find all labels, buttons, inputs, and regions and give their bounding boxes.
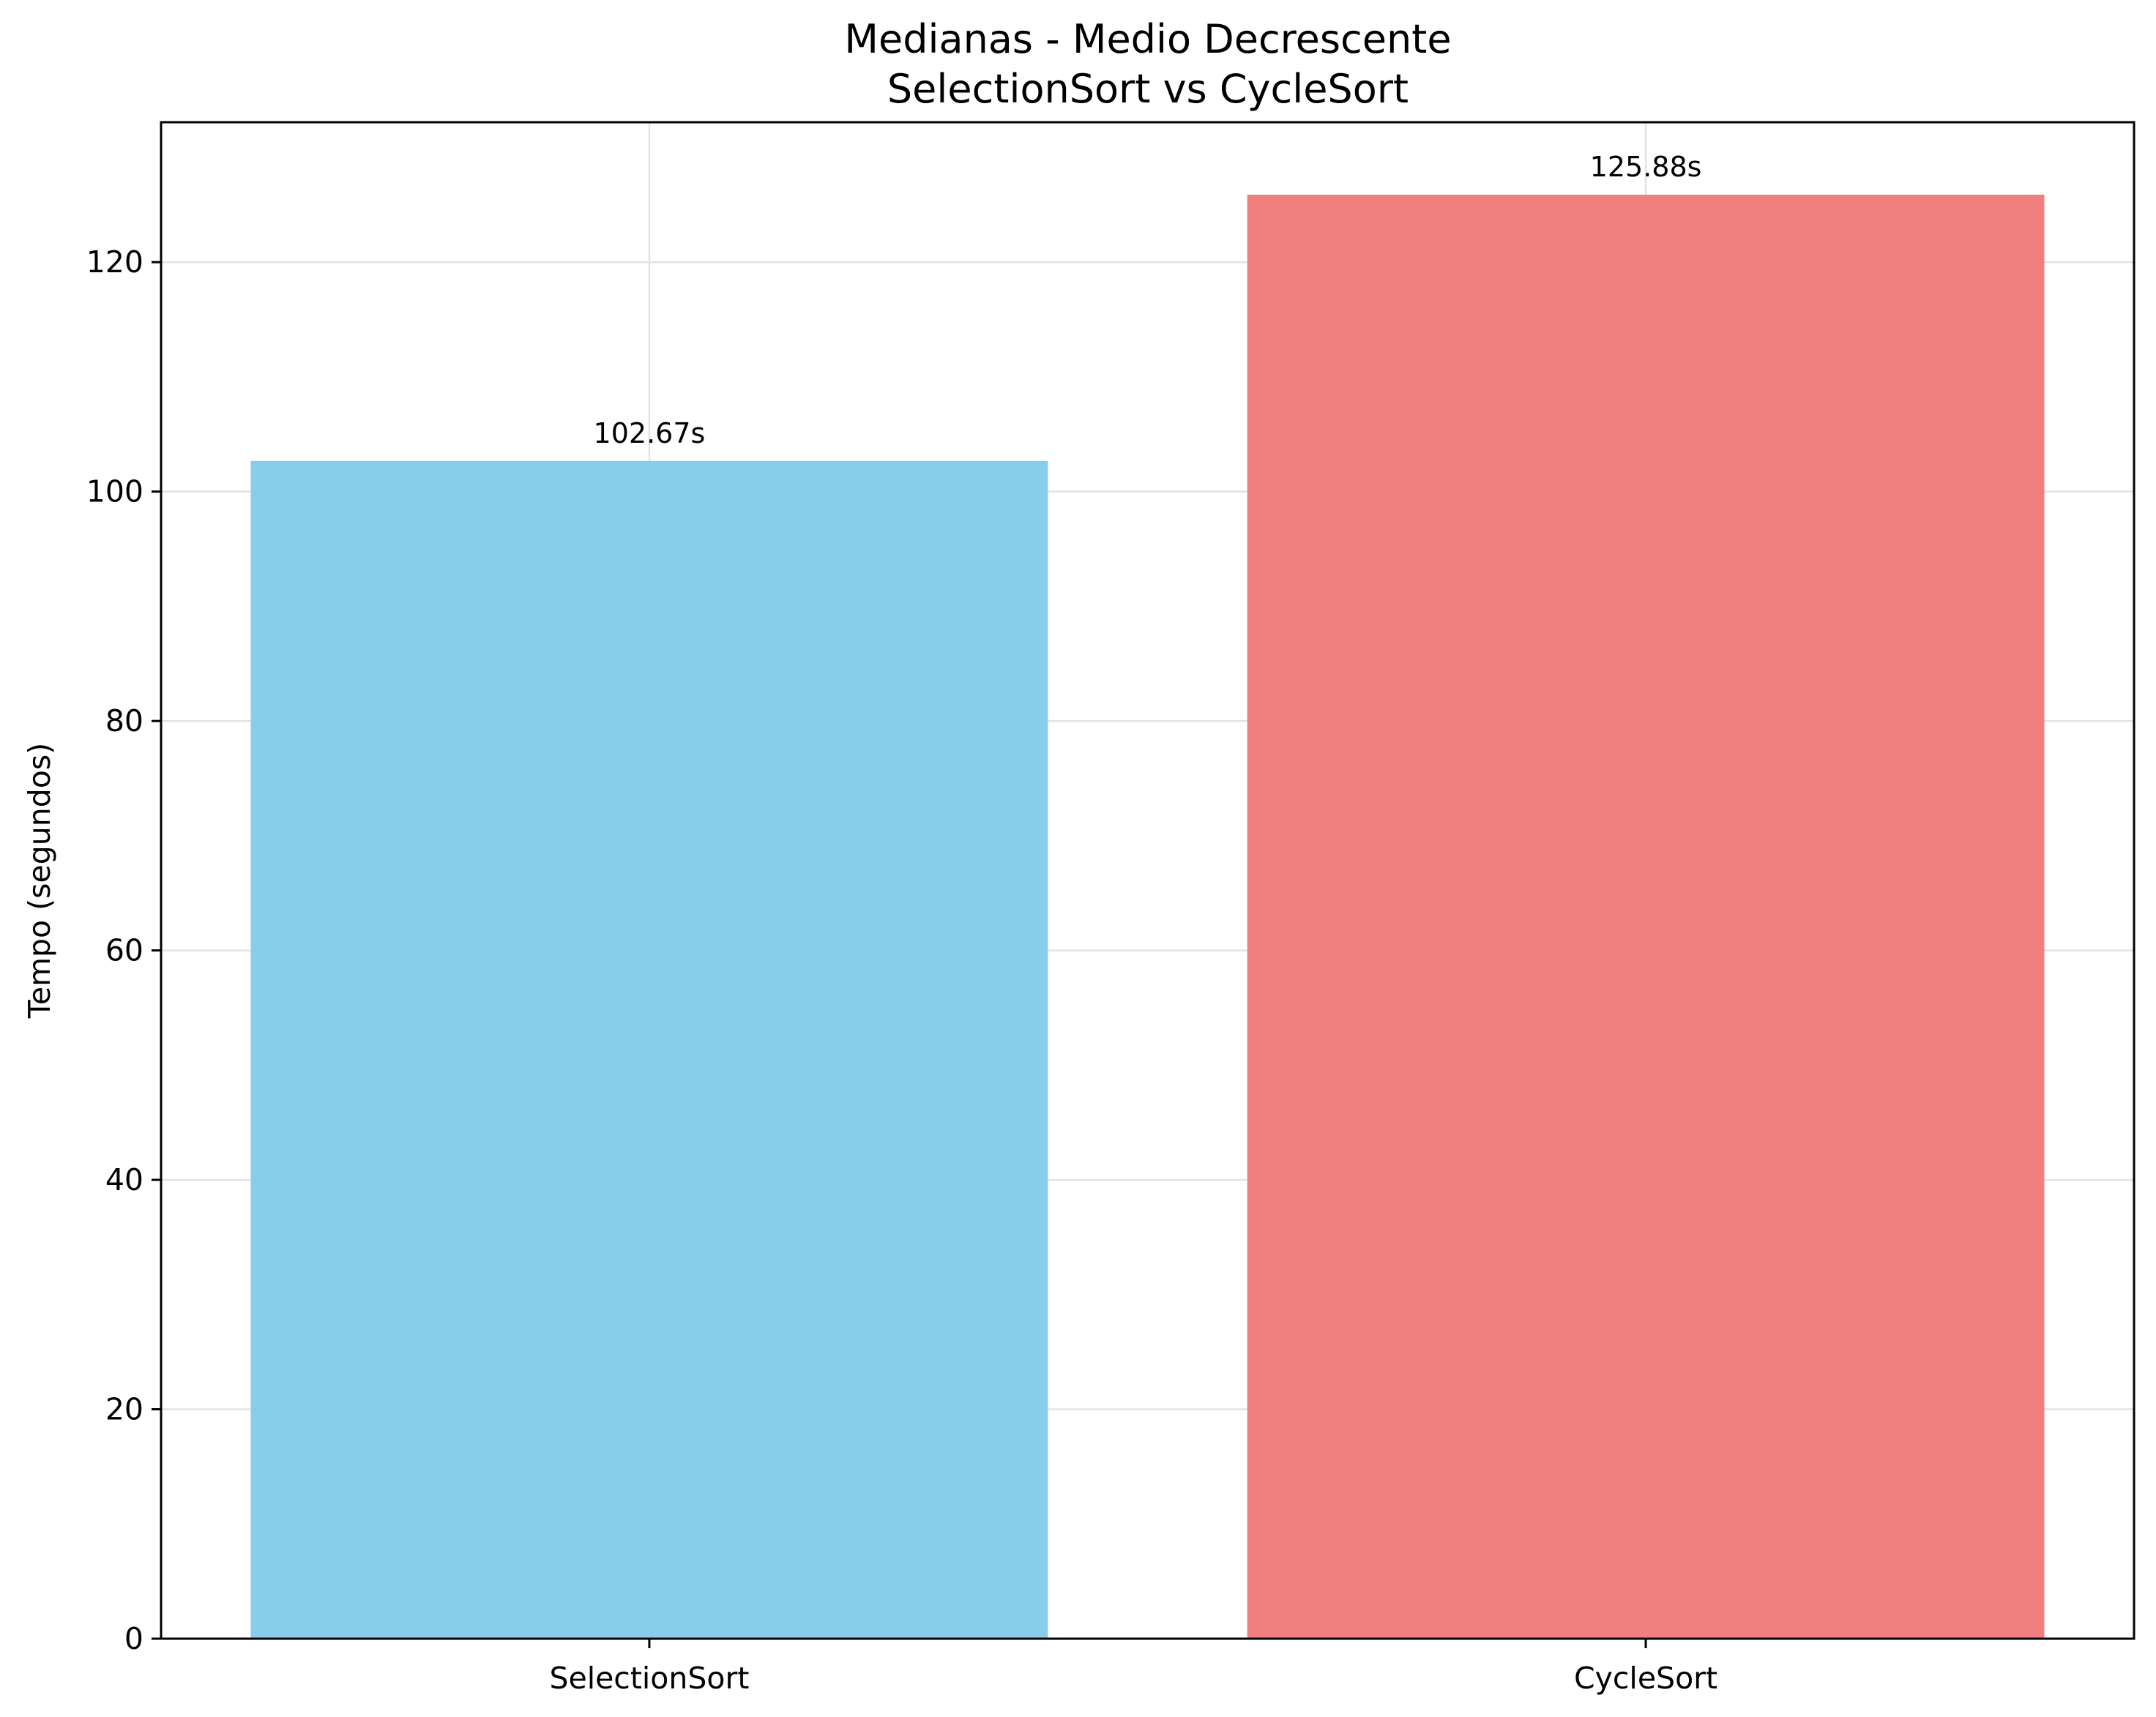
y-tick-label: 100	[86, 474, 143, 509]
y-tick-label: 0	[124, 1621, 143, 1656]
chart-subtitle: SelectionSort vs CycleSort	[887, 66, 1409, 112]
ticks	[152, 261, 1647, 1648]
y-tick-label: 120	[86, 244, 143, 280]
plot-area-frame	[160, 121, 2136, 1640]
y-tick-label: 60	[105, 933, 143, 968]
y-tick-label: 20	[105, 1392, 143, 1427]
tick-labels: 0 20 40 60 80 100 120 SelectionSort CycleSort	[86, 244, 1717, 1696]
bar-value-label: 125.88s	[1590, 151, 1702, 183]
x-tick-label: SelectionSort	[549, 1661, 749, 1696]
y-tick-label: 80	[105, 703, 143, 738]
bar-cyclesort	[1247, 195, 2045, 1639]
bar-selectionsort	[250, 460, 1048, 1639]
y-axis-label: Tempo (segundos)	[22, 743, 57, 1019]
y-tick-label: 40	[105, 1162, 143, 1197]
bars	[250, 195, 2045, 1639]
data-labels: 102.67s 125.88s	[594, 151, 1702, 449]
bar-value-label: 102.67s	[594, 417, 706, 449]
x-tick-label: CycleSort	[1574, 1661, 1717, 1696]
chart-title: Medianas - Medio Decrescente	[844, 16, 1451, 62]
